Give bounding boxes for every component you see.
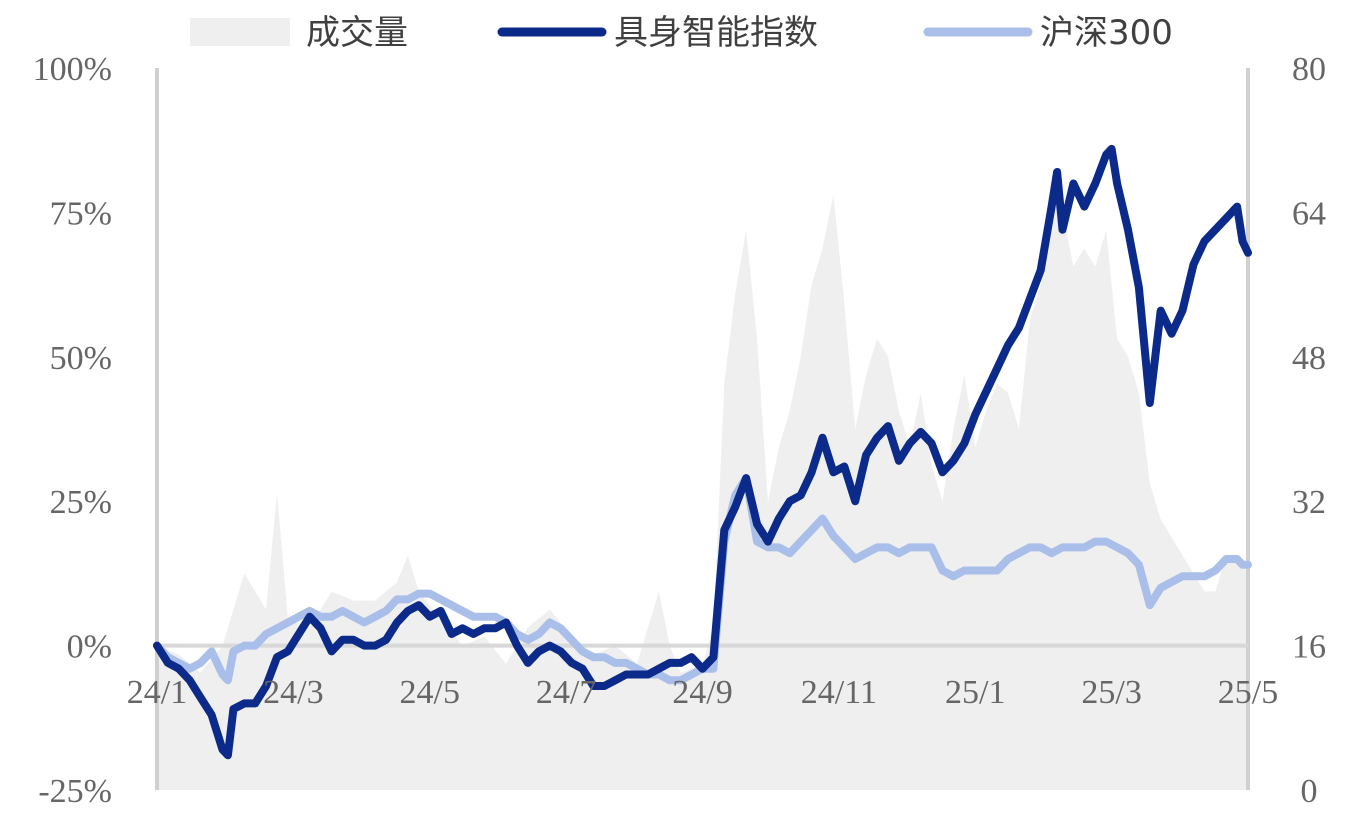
x-tick-label: 24/1 (127, 674, 187, 711)
y-left-tick-label: 50% (50, 340, 112, 377)
y-right-tick-label: 0 (1301, 773, 1318, 810)
x-tick-label: 24/11 (801, 674, 877, 711)
y-right-tick-label: 16 (1292, 629, 1326, 666)
y-right-tick-label: 32 (1292, 484, 1326, 521)
y-left-tick-label: 75% (50, 195, 112, 232)
legend-label-embodied-ai-index: 具身智能指数 (614, 13, 818, 53)
legend-label-csi300: 沪深300 (1040, 13, 1173, 53)
volume-area-layer (157, 194, 1248, 790)
line-series-layer (153, 144, 1252, 760)
y-right-tick-label: 80 (1292, 51, 1326, 88)
x-tick-label: 24/5 (400, 674, 460, 711)
x-tick-label: 24/7 (536, 674, 596, 711)
x-tick-label: 25/3 (1081, 674, 1141, 711)
series-line-embodied-ai-index (153, 144, 1252, 760)
legend-swatch-volume (190, 18, 290, 46)
y-right-tick-label: 48 (1292, 340, 1326, 377)
y-left-tick-label: 25% (50, 484, 112, 521)
legend: 成交量 具身智能指数 沪深300 (190, 13, 1173, 53)
x-tick-label: 25/5 (1218, 674, 1278, 711)
x-tick-label: 24/3 (263, 674, 323, 711)
x-tick-label: 25/1 (945, 674, 1005, 711)
y-left-tick-label: 100% (33, 51, 112, 88)
volume-area (157, 194, 1248, 790)
y-left-tick-label: 0% (67, 629, 112, 666)
tick-label-layer: -25% 0% 25% 50% 75% 100% 0 16 32 48 64 80 24/1 24/3 24… (33, 51, 1326, 810)
y-left-tick-label: -25% (38, 773, 112, 810)
legend-label-volume: 成交量 (306, 13, 408, 53)
x-tick-label: 24/9 (672, 674, 732, 711)
y-right-tick-label: 64 (1292, 195, 1326, 232)
